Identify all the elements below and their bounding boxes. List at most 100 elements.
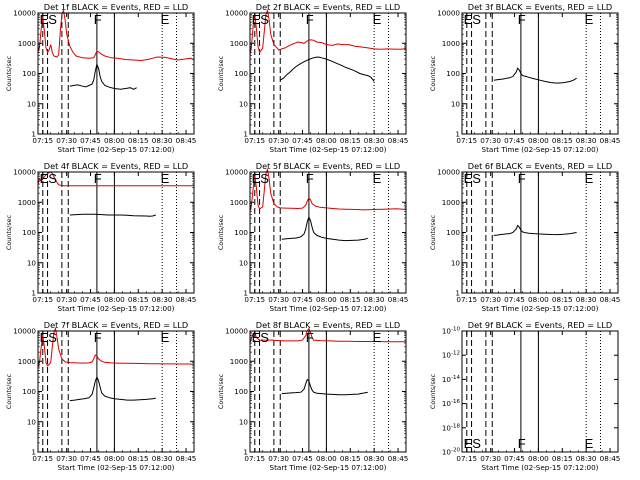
y-axis-label: Counts/sec	[429, 214, 437, 250]
event-marker-f: F	[94, 12, 102, 27]
x-tick-label: 07:30	[480, 454, 501, 463]
y-tick-label: 10	[451, 99, 461, 108]
y-tick-label: 10000	[225, 9, 248, 18]
y-tick-label: 10-12	[442, 351, 460, 360]
panel-title: Det 3f BLACK = Events, RED = LLD	[468, 2, 612, 12]
x-tick-label: 07:45	[504, 454, 525, 463]
events-series-line	[281, 378, 368, 396]
y-tick-label: 10-18	[442, 423, 461, 432]
y-tick-label: 1	[243, 130, 248, 139]
y-axis-label: Counts/sec	[429, 373, 437, 409]
y-tick-label: 1	[31, 130, 36, 139]
events-series-line	[69, 213, 156, 217]
y-tick-label: 1	[243, 448, 248, 457]
event-marker-e: E	[161, 171, 170, 186]
x-axis-label: Start Time (02-Sep-15 07:12:00)	[270, 145, 387, 154]
event-marker-es: ES	[252, 171, 270, 186]
lld-series-line	[249, 167, 407, 212]
y-tick-label: 10000	[13, 327, 36, 336]
x-tick-label: 07:15	[32, 136, 53, 145]
x-tick-label: 07:30	[268, 295, 289, 304]
y-tick-label: 10-16	[442, 399, 461, 408]
y-tick-label: 100	[234, 387, 248, 396]
y-tick-label: 100	[22, 69, 36, 78]
x-tick-label: 08:15	[340, 454, 361, 463]
y-tick-label: 10000	[225, 327, 248, 336]
x-tick-label: 08:30	[364, 454, 385, 463]
x-tick-label: 08:15	[340, 136, 361, 145]
x-tick-label: 07:15	[456, 295, 477, 304]
y-axis-label: Counts/sec	[217, 373, 225, 409]
y-tick-label: 10	[27, 258, 37, 267]
y-tick-label: 1000	[442, 39, 461, 48]
event-marker-es: ES	[252, 330, 270, 345]
event-marker-e: E	[373, 12, 382, 27]
y-axis-label: Counts/sec	[5, 55, 13, 91]
event-marker-f: F	[518, 171, 526, 186]
events-series-line	[493, 67, 577, 84]
y-tick-label: 10-14	[442, 375, 461, 384]
x-tick-label: 07:30	[268, 454, 289, 463]
y-tick-label: 1000	[230, 39, 249, 48]
panel-title: Det 4f BLACK = Events, RED = LLD	[44, 161, 188, 171]
event-marker-e: E	[161, 12, 170, 27]
panel-det-2: Det 2f BLACK = Events, RED = LLD 1 10 100 10…	[217, 2, 408, 154]
x-tick-label: 07:15	[244, 295, 265, 304]
y-tick-label: 100	[446, 228, 460, 237]
x-tick-label: 08:15	[340, 295, 361, 304]
x-axis-label: Start Time (02-Sep-15 07:12:00)	[58, 304, 175, 313]
x-tick-label: 08:45	[176, 295, 197, 304]
x-tick-label: 07:45	[80, 136, 101, 145]
x-tick-label: 07:30	[268, 136, 289, 145]
panel-title: Det 5f BLACK = Events, RED = LLD	[256, 161, 400, 171]
event-marker-f: F	[94, 171, 102, 186]
x-tick-label: 08:00	[528, 136, 549, 145]
x-tick-label: 08:15	[128, 454, 149, 463]
y-axis-label: Counts/sec	[5, 214, 13, 250]
events-series-line	[279, 56, 375, 82]
y-axis-label: Counts/sec	[429, 55, 437, 91]
x-tick-label: 08:00	[316, 136, 337, 145]
x-tick-label: 07:45	[292, 136, 313, 145]
panel-det-1: Det 1f BLACK = Events, RED = LLD 1 10 100 10…	[5, 2, 196, 154]
lld-series-line	[249, 8, 407, 56]
x-tick-label: 08:30	[576, 454, 597, 463]
x-tick-label: 08:00	[104, 295, 125, 304]
y-tick-label: 1000	[18, 357, 37, 366]
lld-series-line	[37, 326, 195, 369]
y-tick-label: 10	[27, 417, 37, 426]
x-tick-label: 07:15	[32, 295, 53, 304]
x-tick-label: 08:00	[104, 454, 125, 463]
events-series-line	[69, 62, 137, 90]
panel-det-4: Det 4f BLACK = Events, RED = LLD 1 10 100 10…	[5, 161, 196, 313]
x-tick-label: 08:00	[528, 454, 549, 463]
x-tick-label: 08:00	[316, 295, 337, 304]
x-tick-label: 08:45	[600, 454, 621, 463]
x-tick-label: 07:45	[292, 295, 313, 304]
y-tick-label: 10	[239, 417, 249, 426]
x-tick-label: 08:30	[364, 295, 385, 304]
x-tick-label: 08:15	[128, 295, 149, 304]
x-tick-label: 07:45	[504, 295, 525, 304]
event-marker-f: F	[306, 12, 314, 27]
event-marker-e: E	[585, 436, 594, 451]
x-tick-label: 07:30	[56, 454, 77, 463]
event-marker-es: ES	[40, 12, 58, 27]
y-tick-label: 10000	[13, 168, 36, 177]
x-tick-label: 08:45	[600, 136, 621, 145]
event-marker-es: ES	[40, 171, 58, 186]
x-tick-label: 08:30	[576, 295, 597, 304]
event-marker-es: ES	[252, 12, 270, 27]
lld-series-line	[37, 8, 195, 62]
x-tick-label: 07:15	[456, 454, 477, 463]
x-axis-label: Start Time (02-Sep-15 07:12:00)	[270, 463, 387, 472]
y-tick-label: 100	[234, 69, 248, 78]
y-tick-label: 100	[446, 69, 460, 78]
x-tick-label: 07:45	[80, 295, 101, 304]
y-tick-label: 1	[31, 448, 36, 457]
event-marker-e: E	[585, 171, 594, 186]
x-tick-label: 07:45	[80, 454, 101, 463]
lld-series-line	[37, 171, 194, 187]
events-series-line	[69, 375, 156, 402]
